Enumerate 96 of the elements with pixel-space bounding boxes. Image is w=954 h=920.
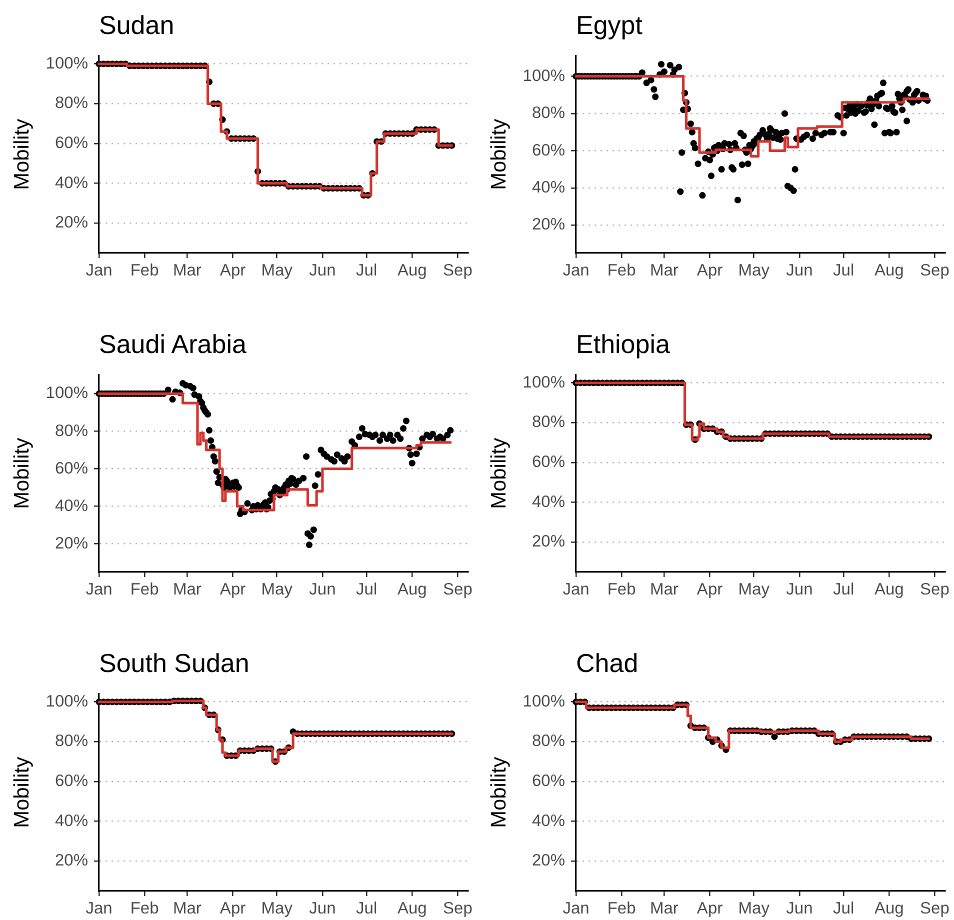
x-tick-label: Feb [607, 899, 636, 918]
x-tick-label: Feb [607, 580, 636, 598]
x-tick-label: Jul [833, 899, 854, 918]
y-tick-label: 80% [54, 732, 88, 750]
y-tick-label: 40% [54, 812, 88, 830]
y-axis-title: Mobility [10, 437, 34, 510]
x-tick-label: Jan [86, 261, 112, 280]
y-tick-label: 80% [532, 413, 566, 432]
x-tick-label: Aug [874, 899, 904, 918]
x-tick-label: Mar [650, 580, 679, 598]
y-tick-label: 100% [46, 692, 88, 710]
y-tick-label: 60% [532, 772, 566, 790]
x-tick-label: Jun [309, 580, 336, 598]
y-tick-label: 40% [532, 812, 566, 830]
x-tick-label: Jun [786, 899, 813, 918]
x-tick-label: May [261, 899, 294, 918]
y-tick-label: 40% [532, 492, 566, 511]
x-tick-label: Aug [874, 261, 904, 280]
x-tick-label: Feb [130, 580, 159, 598]
x-tick-label: Jul [356, 899, 378, 918]
x-tick-label: Sep [443, 899, 472, 918]
x-tick-label: Aug [397, 261, 427, 280]
x-tick-label: Mar [172, 899, 202, 918]
x-tick-label: Jul [833, 580, 854, 598]
x-tick-label: Aug [397, 580, 427, 598]
y-tick-label: 20% [54, 534, 88, 552]
y-tick-label: 100% [46, 54, 88, 72]
y-tick-label: 100% [46, 384, 88, 402]
x-tick-label: May [738, 261, 770, 280]
y-tick-label: 20% [532, 852, 566, 870]
y-tick-label: 20% [532, 216, 566, 234]
y-tick-label: 100% [522, 692, 566, 710]
y-tick-label: 80% [54, 94, 88, 112]
x-tick-label: Jun [309, 261, 336, 280]
x-tick-label: Sep [443, 261, 472, 280]
y-tick-label: 20% [532, 532, 566, 551]
x-tick-label: Sep [443, 580, 472, 598]
x-tick-label: Feb [130, 899, 159, 918]
y-tick-label: 100% [522, 373, 566, 392]
y-axis-title: Mobility [10, 118, 34, 190]
y-tick-label: 40% [54, 174, 88, 192]
chart-title: South Sudan [99, 648, 250, 678]
y-tick-label: 100% [522, 66, 566, 85]
y-axis-title: Mobility [487, 756, 510, 828]
y-tick-label: 40% [54, 496, 88, 515]
x-tick-label: Apr [696, 261, 724, 280]
y-axis-title: Mobility [487, 118, 510, 190]
chart-title: Chad [576, 648, 638, 678]
chart-title: Saudi Arabia [99, 329, 246, 359]
x-tick-label: Apr [220, 261, 246, 280]
x-tick-label: Mar [650, 899, 679, 918]
x-tick-label: Apr [220, 899, 246, 918]
chart-title: Sudan [99, 10, 174, 40]
y-axis-title: Mobility [10, 756, 34, 828]
y-tick-label: 20% [54, 852, 88, 870]
y-tick-label: 40% [532, 178, 566, 196]
x-tick-label: Jul [356, 580, 378, 598]
chart-title: Ethiopia [576, 329, 670, 359]
x-tick-label: Sep [920, 899, 950, 918]
x-tick-label: Jan [562, 899, 590, 918]
x-tick-label: Jun [786, 580, 813, 598]
y-tick-label: 20% [54, 214, 88, 232]
y-axis-title: Mobility [487, 437, 510, 510]
x-tick-label: Sep [920, 580, 950, 598]
x-tick-label: Jul [833, 261, 854, 280]
x-tick-label: Mar [172, 261, 202, 280]
x-tick-label: Sep [920, 261, 950, 280]
x-tick-label: May [261, 261, 294, 280]
x-tick-label: Jun [309, 899, 336, 918]
y-tick-label: 60% [532, 453, 566, 472]
x-tick-label: Jan [562, 261, 590, 280]
y-tick-label: 60% [54, 134, 88, 152]
y-tick-label: 60% [54, 772, 88, 790]
y-tick-label: 80% [532, 732, 566, 750]
y-tick-label: 80% [532, 104, 566, 122]
x-tick-label: May [261, 580, 294, 598]
x-tick-label: May [738, 580, 770, 598]
x-tick-label: Aug [397, 899, 427, 918]
x-tick-label: Mar [650, 261, 679, 280]
x-tick-label: Jul [356, 261, 378, 280]
y-tick-label: 60% [532, 141, 566, 160]
x-tick-label: Jan [562, 580, 590, 598]
y-tick-label: 80% [54, 422, 88, 440]
x-tick-label: May [738, 899, 770, 918]
y-tick-label: 60% [54, 459, 88, 478]
chart-title: Egypt [576, 10, 642, 40]
x-tick-label: Feb [130, 261, 159, 280]
x-tick-label: Apr [696, 899, 724, 918]
x-tick-label: Feb [607, 261, 636, 280]
x-tick-label: Apr [220, 580, 246, 598]
x-tick-label: Aug [874, 580, 904, 598]
x-tick-label: Jun [786, 261, 813, 280]
x-tick-label: Mar [172, 580, 202, 598]
x-tick-label: Apr [696, 580, 724, 598]
x-tick-label: Jan [86, 580, 112, 598]
x-tick-label: Jan [86, 899, 112, 918]
